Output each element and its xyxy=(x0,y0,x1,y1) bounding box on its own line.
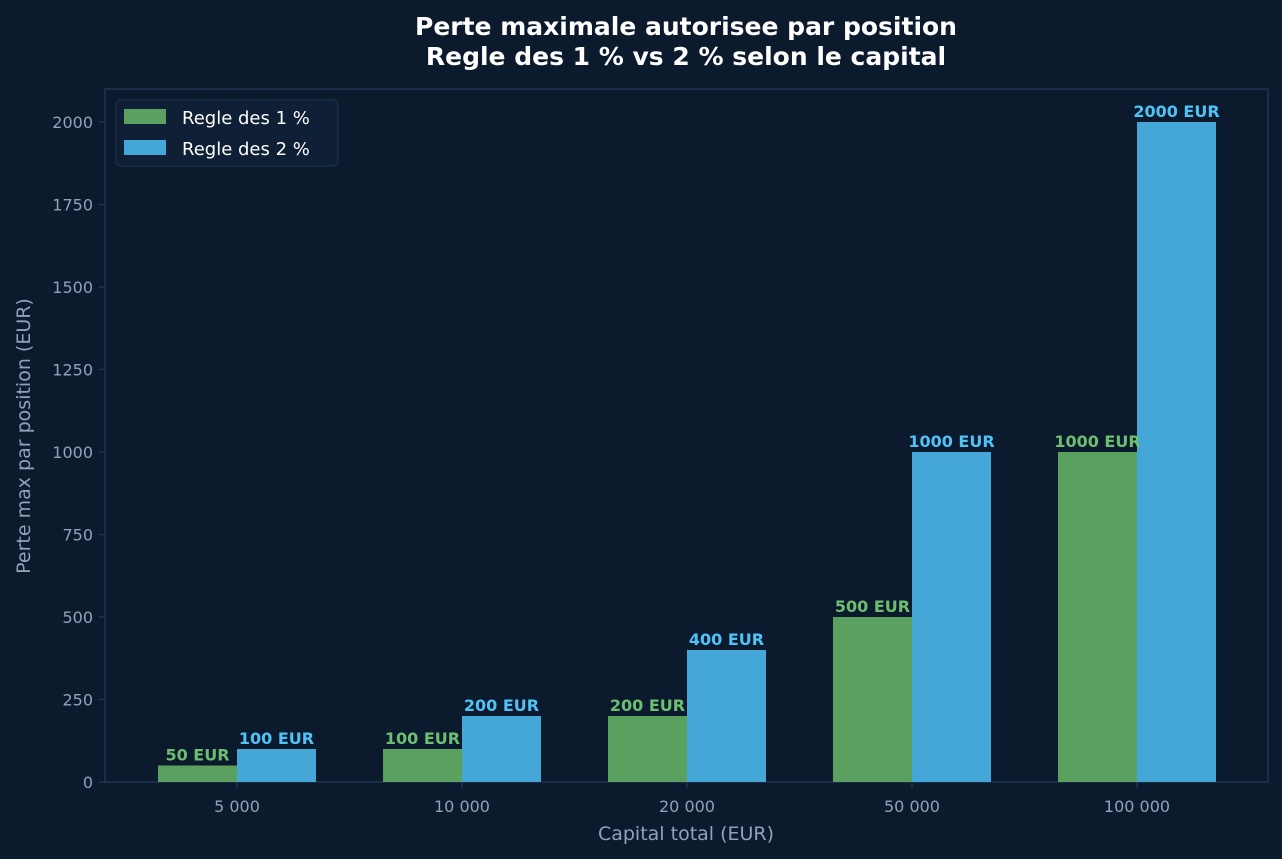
x-tick-label: 5 000 xyxy=(214,797,260,816)
legend-label-1pct: Regle des 1 % xyxy=(182,108,310,129)
y-tick-label: 1500 xyxy=(52,278,93,297)
legend: Regle des 1 % Regle des 2 % xyxy=(115,99,339,167)
x-axis: 5 000 10 000 20 000 50 000 100 000 xyxy=(214,782,1170,816)
y-tick-label: 250 xyxy=(62,691,93,710)
bar-2pct xyxy=(237,749,316,782)
y-tick-label: 2000 xyxy=(52,113,93,132)
bar-1pct xyxy=(383,749,462,782)
bar-2pct xyxy=(462,716,541,782)
bar-value-label: 200 EUR xyxy=(464,696,539,715)
bar-1pct xyxy=(1058,452,1137,782)
bar-value-label: 50 EUR xyxy=(165,746,229,765)
bar-value-label: 200 EUR xyxy=(610,696,685,715)
bar-value-label: 1000 EUR xyxy=(1054,432,1140,451)
x-tick-label: 50 000 xyxy=(884,797,940,816)
x-tick-label: 10 000 xyxy=(434,797,490,816)
chart-title: Perte maximale autorisee par position xyxy=(415,12,957,41)
y-tick-label: 750 xyxy=(62,526,93,545)
y-tick-label: 1750 xyxy=(52,196,93,215)
y-tick-label: 1250 xyxy=(52,361,93,380)
bar-1pct xyxy=(833,617,912,782)
bar-value-label: 2000 EUR xyxy=(1133,102,1219,121)
bar-2pct xyxy=(1137,122,1216,782)
x-tick-label: 100 000 xyxy=(1104,797,1170,816)
y-axis-label: Perte max par position (EUR) xyxy=(13,298,35,574)
bar-2pct xyxy=(912,452,991,782)
bar-value-label: 100 EUR xyxy=(239,729,314,748)
bar-1pct xyxy=(158,765,237,782)
y-tick-label: 1000 xyxy=(52,443,93,462)
legend-swatch-2pct xyxy=(124,140,166,155)
x-tick-label: 20 000 xyxy=(659,797,715,816)
bar-value-label: 400 EUR xyxy=(689,630,764,649)
bar-2pct xyxy=(687,650,766,782)
legend-label-2pct: Regle des 2 % xyxy=(182,139,310,160)
legend-box xyxy=(115,99,339,167)
legend-swatch-1pct xyxy=(124,109,166,124)
chart-subtitle: Regle des 1 % vs 2 % selon le capital xyxy=(426,42,946,71)
bar-value-label: 1000 EUR xyxy=(908,432,994,451)
bar-value-label: 100 EUR xyxy=(385,729,460,748)
bar-value-label: 500 EUR xyxy=(835,597,910,616)
x-axis-label: Capital total (EUR) xyxy=(598,823,774,845)
y-tick-label: 0 xyxy=(83,773,93,792)
y-tick-label: 500 xyxy=(62,608,93,627)
bars-group xyxy=(158,122,1216,782)
y-axis: 0 250 500 750 1000 1250 1500 1750 2000 xyxy=(52,113,105,792)
bar-1pct xyxy=(608,716,687,782)
